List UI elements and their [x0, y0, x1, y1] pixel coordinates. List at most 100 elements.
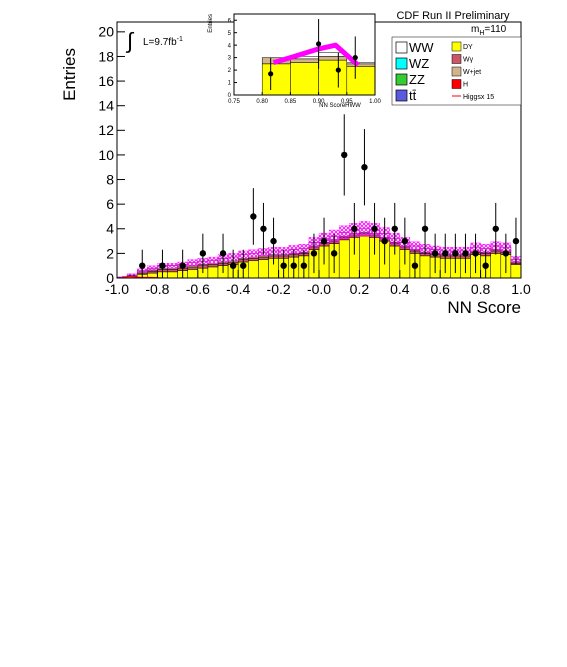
- mass-label: mH=110: [471, 24, 507, 37]
- y-axis-label: Entries: [60, 48, 79, 101]
- data-point: [381, 237, 388, 245]
- data-point: [335, 67, 341, 73]
- data-point: [300, 262, 308, 269]
- y-tick-label: 0: [106, 270, 114, 286]
- data-point: [371, 225, 378, 232]
- x-tick-label: 0.90: [313, 99, 325, 105]
- data-point: [250, 213, 257, 220]
- x-tick-label: -0.2: [267, 281, 291, 297]
- stack-segment: [318, 59, 348, 96]
- luminosity-sup: -1: [177, 36, 183, 43]
- y-tick-label: 14: [98, 98, 114, 114]
- stack-segment: [346, 66, 376, 96]
- stack-segment: [147, 270, 158, 274]
- legend-swatch: [451, 41, 462, 52]
- uncertainty-band: [248, 249, 259, 258]
- legend-swatch: [451, 54, 462, 64]
- stack-segment: [258, 259, 269, 279]
- stack-segment: [248, 258, 259, 262]
- data-point: [330, 250, 338, 257]
- uncertainty-band: [207, 256, 219, 264]
- legend-label: H: [463, 82, 468, 89]
- data-point: [310, 250, 318, 257]
- uncertainty-band: [409, 241, 421, 251]
- x-tick-label: -0.0: [307, 281, 331, 297]
- legend-label: Wγ: [463, 57, 474, 64]
- stack-segment: [261, 63, 291, 96]
- x-tick-label: 0.80: [256, 99, 268, 105]
- legend-swatch: [395, 41, 408, 54]
- uncertainty-band: [359, 221, 370, 237]
- data-point: [401, 237, 409, 245]
- stack-segment: [207, 264, 219, 268]
- y-tick-label: 5: [228, 31, 232, 37]
- inset-y-axis-label: Entries: [208, 14, 214, 33]
- x-tick-label: 0.85: [285, 99, 297, 105]
- mass-sub: H: [479, 30, 484, 37]
- stack-segment: [290, 58, 319, 63]
- data-point: [512, 237, 520, 245]
- y-tick-label: 12: [98, 122, 114, 138]
- stack-segment: [248, 260, 259, 279]
- data-point: [431, 250, 439, 257]
- luminosity-text: L=9.7fb: [143, 37, 177, 48]
- legend-label: Higgsx 15: [463, 94, 494, 101]
- uncertainty-band: [187, 259, 198, 266]
- data-point: [472, 250, 479, 257]
- data-point: [502, 250, 510, 257]
- y-tick-label: 6: [106, 196, 114, 212]
- x-tick-label: -0.8: [145, 281, 169, 297]
- legend-swatch: [395, 57, 408, 70]
- data-point: [139, 262, 146, 269]
- data-point: [260, 225, 267, 232]
- stack-segment: [258, 256, 269, 260]
- y-tick-label: 4: [106, 221, 114, 237]
- y-tick-label: 10: [98, 147, 114, 163]
- uncertainty-band: [126, 273, 138, 277]
- stack-segment: [346, 62, 376, 65]
- uncertainty-band: [147, 265, 158, 271]
- uncertainty-band: [339, 225, 350, 240]
- data-point: [391, 225, 398, 232]
- x-tick-label: 1.0: [511, 281, 531, 297]
- legend-label: DY: [463, 44, 473, 51]
- x-tick-label: 0.95: [341, 99, 353, 105]
- stack-segment: [167, 271, 178, 279]
- stack-segment: [207, 266, 219, 279]
- data-point: [341, 151, 348, 159]
- stack-segment: [187, 266, 199, 270]
- data-point: [452, 250, 459, 257]
- data-point: [442, 250, 449, 257]
- data-point: [240, 262, 247, 269]
- data-point: [268, 71, 274, 77]
- y-tick-label: 18: [98, 48, 114, 64]
- data-point: [351, 225, 358, 232]
- stack-segment: [510, 264, 522, 279]
- data-point: [290, 262, 297, 269]
- inset-x-axis-label: NN ScoreHWW: [319, 103, 361, 109]
- luminosity: L=9.7fb-1: [143, 36, 183, 48]
- y-tick-label: 6: [228, 18, 232, 24]
- stack-segment: [290, 62, 319, 96]
- mass-text: m: [471, 24, 479, 35]
- data-point: [492, 225, 499, 232]
- integral-sign: ∫: [125, 28, 135, 53]
- data-point: [361, 164, 368, 171]
- x-tick-label: -0.4: [226, 281, 250, 297]
- stack-segment: [359, 235, 370, 279]
- data-point: [316, 41, 322, 47]
- data-point: [320, 237, 328, 245]
- x-tick-label: 0.75: [228, 99, 240, 105]
- data-point: [179, 262, 186, 269]
- uncertainty-band: [167, 263, 178, 269]
- x-tick-label: 0.2: [350, 281, 370, 297]
- data-point: [280, 262, 287, 269]
- stack-segment: [490, 253, 502, 279]
- data-point: [270, 237, 277, 245]
- data-point: [482, 262, 489, 269]
- chart-title: CDF Run II Preliminary: [396, 10, 510, 22]
- y-tick-label: 0: [228, 93, 232, 99]
- x-tick-label: 1.00: [369, 99, 381, 105]
